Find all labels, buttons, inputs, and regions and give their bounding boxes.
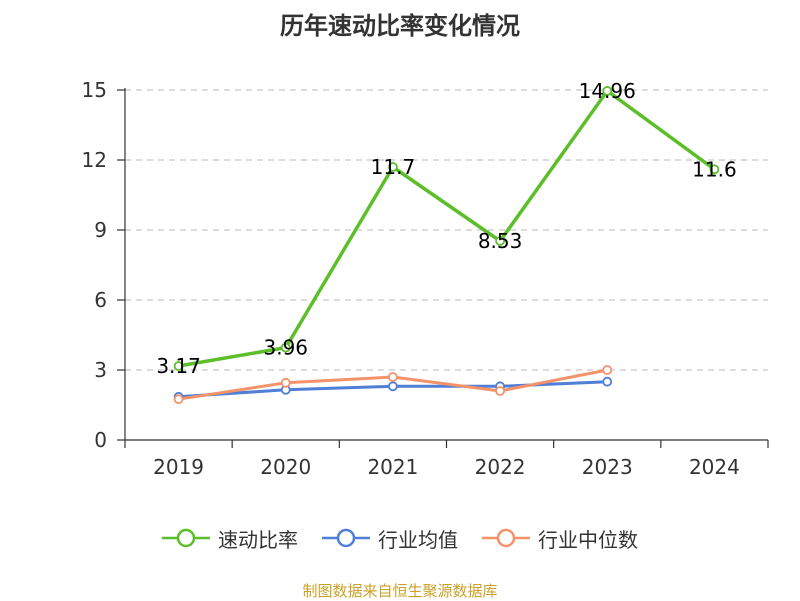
y-tick-label: 9 — [94, 218, 107, 242]
data-label: 14.96 — [579, 79, 636, 103]
data-point — [602, 365, 613, 375]
data-point — [173, 394, 184, 405]
grid-lines — [125, 89, 768, 371]
x-tick-label: 2020 — [260, 455, 311, 479]
legend-item-industry-mean[interactable]: 行业均值 — [322, 524, 458, 553]
data-point — [388, 381, 398, 392]
data-point — [280, 377, 291, 388]
data-point — [173, 361, 184, 371]
data-point — [495, 236, 505, 246]
y-tick-label: 6 — [94, 288, 107, 312]
series-lines — [173, 86, 720, 405]
x-tick-label: 2022 — [475, 455, 526, 479]
data-point — [388, 162, 398, 172]
data-point — [495, 386, 505, 396]
data-point — [709, 164, 720, 175]
y-tick-label: 0 — [94, 428, 107, 452]
data-label: 11.6 — [692, 157, 737, 181]
y-tick-label: 3 — [94, 358, 107, 382]
legend-label: 行业均值 — [378, 527, 458, 552]
data-point — [602, 376, 613, 387]
data-label: 8.53 — [478, 229, 523, 253]
data-label: 3.96 — [263, 336, 308, 360]
legend-line-circle-icon — [162, 528, 210, 548]
legend-label: 行业中位数 — [538, 527, 638, 552]
chart-title: 历年速动比率变化情况 — [280, 12, 520, 40]
legend-line-circle-icon — [322, 528, 370, 548]
legend: 速动比率 行业均值 行业中位数 — [0, 520, 800, 556]
data-point — [388, 372, 398, 382]
legend-label: 速动比率 — [218, 527, 298, 552]
x-tick-label: 2023 — [582, 455, 633, 479]
x-tick-label: 2024 — [689, 455, 740, 479]
source-note: 制图数据来自恒生聚源数据库 — [302, 582, 498, 600]
legend-item-industry-median[interactable]: 行业中位数 — [482, 524, 638, 553]
data-labels: 3.17 3.96 11.7 8.53 14.96 11.6 — [156, 79, 736, 378]
x-tick-label: 2019 — [153, 455, 204, 479]
legend-item-quick-ratio[interactable]: 速动比率 — [162, 524, 298, 553]
data-label: 3.17 — [156, 354, 201, 378]
series-line — [178, 89, 716, 368]
data-label: 11.7 — [371, 155, 416, 179]
axes: 0 3 6 9 12 15 2019 2020 2021 2022 2023 2024 — [82, 78, 769, 479]
y-tick-label: 15 — [82, 78, 107, 102]
data-point — [280, 342, 291, 353]
y-tick-label: 12 — [82, 148, 107, 172]
data-point — [602, 86, 613, 96]
legend-line-circle-icon — [482, 528, 530, 548]
x-tick-label: 2021 — [367, 455, 418, 479]
